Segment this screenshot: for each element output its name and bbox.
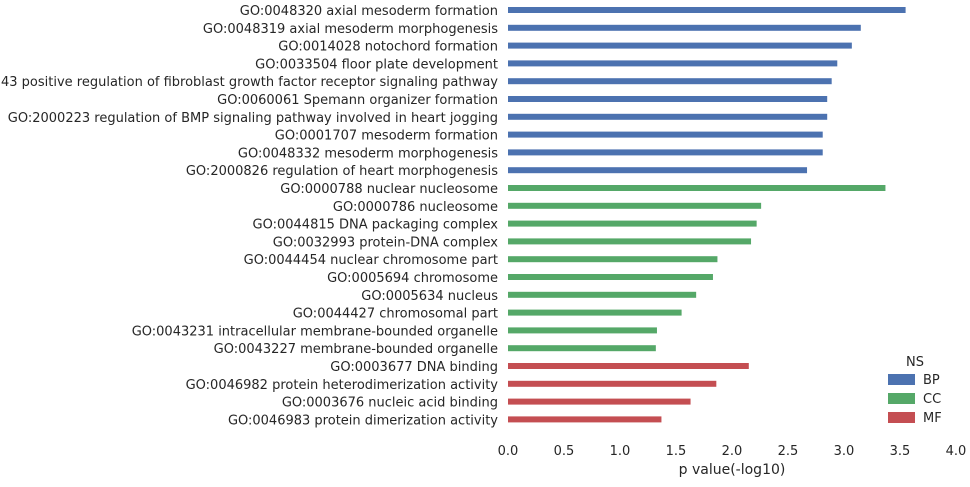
- category-label: GO:0044427 chromosomal part: [293, 307, 498, 322]
- bar-cc: [508, 185, 886, 191]
- x-axis-label: p value(-log10): [679, 462, 786, 478]
- x-tick-label: 0.0: [498, 444, 519, 459]
- bar-cc: [508, 309, 682, 316]
- bar-cc: [508, 291, 697, 298]
- bar-cc: [508, 238, 752, 245]
- legend-title: NS: [906, 355, 924, 370]
- bar-bp: [508, 42, 852, 49]
- category-label: GO:0043227 membrane-bounded organelle: [214, 342, 498, 357]
- bar-mf: [508, 398, 691, 405]
- bar-bp: [508, 167, 808, 174]
- bar-bp: [508, 96, 828, 102]
- x-tick-label: 2.0: [722, 444, 743, 459]
- bar-cc: [508, 274, 713, 280]
- x-tick-label: 0.5: [554, 444, 575, 459]
- x-tick-label: 1.0: [610, 444, 631, 459]
- bar-mf: [508, 380, 717, 387]
- bar-bp: [508, 149, 823, 156]
- legend-swatch-bp: [888, 374, 915, 385]
- bar-bp: [508, 78, 832, 85]
- x-tick-label: 3.0: [834, 444, 855, 459]
- category-label: GO:0046982 protein heterodimerization ac…: [186, 378, 499, 393]
- x-axis-ticks: 0.0 0.5 1.0 1.5 2.0 2.5 3.0 3.5 4.0: [498, 444, 967, 459]
- bar-bp: [508, 60, 838, 67]
- legend-label-mf: MF: [923, 411, 942, 426]
- legend-swatch-mf: [888, 412, 915, 423]
- category-label: GO:0046983 protein dimerization activity: [228, 413, 498, 428]
- category-label: GO:0001707 mesoderm formation: [275, 129, 498, 144]
- category-label: GO:0003677 DNA binding: [330, 360, 498, 375]
- category-label: GO:0048332 mesoderm morphogenesis: [238, 146, 498, 161]
- legend: NS BP CC MF: [888, 355, 942, 426]
- category-label: GO:0044815 DNA packaging complex: [253, 218, 499, 233]
- legend-label-cc: CC: [923, 392, 941, 407]
- bar-bp: [508, 113, 828, 120]
- category-label: GO:0000786 nucleosome: [333, 200, 498, 215]
- bar-bp: [508, 7, 906, 13]
- bar-mf: [508, 416, 662, 423]
- bar-mf: [508, 363, 749, 369]
- category-label: GO:0005694 chromosome: [327, 271, 498, 286]
- category-label: GO:2000223 regulation of BMP signaling p…: [8, 111, 498, 126]
- category-label: GO:2000826 regulation of heart morphogen…: [186, 164, 498, 179]
- bar-cc: [508, 327, 657, 334]
- category-label: GO:0032993 protein-DNA complex: [273, 235, 499, 250]
- x-tick-label: 1.5: [666, 444, 687, 459]
- category-label: GO:0043231 intracellular membrane-bounde…: [132, 324, 498, 339]
- category-label: GO:0045743 positive regulation of fibrob…: [0, 75, 498, 90]
- x-tick-label: 3.5: [890, 444, 911, 459]
- x-tick-label: 4.0: [946, 444, 967, 459]
- bar-cc: [508, 256, 718, 263]
- x-tick-label: 2.5: [778, 444, 799, 459]
- bar-cc: [508, 202, 762, 209]
- category-label: GO:0014028 notochord formation: [278, 40, 498, 55]
- category-label: GO:0005634 nucleus: [361, 289, 498, 304]
- category-labels: GO:0048320 axial mesoderm formation GO:00…: [0, 4, 498, 428]
- category-label: GO:0033504 floor plate development: [255, 57, 498, 72]
- bar-bp: [508, 24, 861, 31]
- category-label: GO:0000788 nuclear nucleosome: [280, 182, 498, 197]
- category-label: GO:0003676 nucleic acid binding: [282, 396, 498, 411]
- category-label: GO:0044454 nuclear chromosome part: [244, 253, 498, 268]
- category-label: GO:0048319 axial mesoderm morphogenesis: [203, 22, 498, 37]
- bar-cc: [508, 220, 757, 227]
- legend-swatch-cc: [888, 393, 915, 404]
- category-label: GO:0060061 Spemann organizer formation: [217, 93, 498, 108]
- category-label: GO:0048320 axial mesoderm formation: [240, 4, 498, 19]
- bars-layer: [508, 7, 906, 423]
- bar-cc: [508, 345, 656, 352]
- legend-label-bp: BP: [923, 373, 940, 388]
- bar-bp: [508, 131, 823, 138]
